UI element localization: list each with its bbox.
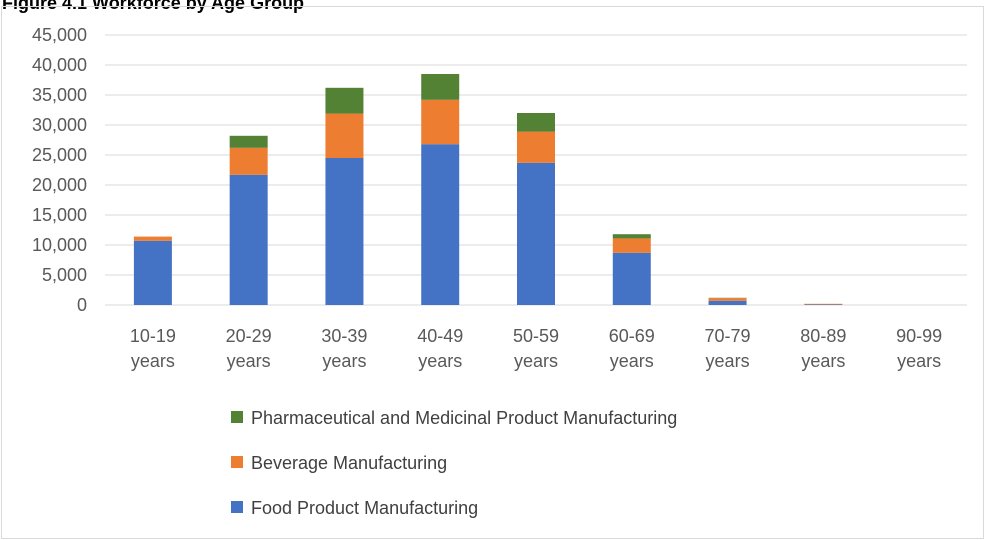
legend[interactable]: Pharmaceutical and Medicinal Product Man… (231, 408, 677, 518)
y-tick-label: 15,000 (32, 205, 87, 225)
bar-segment (708, 298, 747, 301)
y-tick-label: 10,000 (32, 235, 87, 255)
bar-segment (325, 158, 364, 305)
bar-segment (229, 174, 268, 305)
x-tick-label: 50-59 years (513, 326, 559, 371)
bar-segment (133, 240, 172, 305)
bar-segment (421, 144, 460, 305)
y-tick-label: 0 (77, 295, 87, 315)
bar-segment (421, 74, 460, 100)
bar-segment (804, 304, 843, 305)
x-tick-label: 30-39 years (321, 326, 367, 371)
legend-item[interactable]: Beverage Manufacturing (231, 453, 447, 473)
legend-swatch (231, 411, 243, 423)
x-tick-label: 60-69 years (609, 326, 655, 371)
bar-segment (612, 238, 651, 253)
bars (133, 74, 843, 305)
bar-segment (708, 300, 747, 305)
chart-frame (1, 6, 984, 539)
x-tick-label: 90-99 years (896, 326, 942, 371)
y-tick-label: 40,000 (32, 55, 87, 75)
bar-segment (229, 147, 268, 175)
legend-swatch (231, 456, 243, 468)
y-tick-label: 25,000 (32, 145, 87, 165)
legend-item[interactable]: Food Product Manufacturing (231, 498, 478, 518)
x-tick-label: 70-79 years (705, 326, 751, 371)
y-tick-label: 45,000 (32, 25, 87, 45)
bar-segment (612, 252, 651, 305)
y-tick-label: 5,000 (42, 265, 87, 285)
legend-swatch (231, 501, 243, 513)
y-tick-label: 30,000 (32, 115, 87, 135)
bar-segment (133, 236, 172, 241)
bar-segment (804, 303, 843, 305)
legend-label: Pharmaceutical and Medicinal Product Man… (251, 408, 677, 428)
y-axis-ticks: 0 5,000 10,000 15,000 20,000 25,000 30,000 35,0… (32, 25, 87, 315)
legend-label: Beverage Manufacturing (251, 453, 447, 473)
y-tick-label: 35,000 (32, 85, 87, 105)
bar-segment (517, 113, 555, 132)
x-axis-ticks: 10-19 years 20-29 years 30-39 years 40-49 years… (130, 326, 942, 371)
x-tick-label: 80-89 years (800, 326, 846, 371)
legend-item[interactable]: Pharmaceutical and Medicinal Product Man… (231, 408, 677, 428)
x-tick-label: 10-19 years (130, 326, 176, 371)
bar-segment (325, 113, 364, 158)
bar-segment (517, 162, 555, 305)
bar-segment (325, 87, 364, 114)
x-tick-label: 40-49 years (417, 326, 463, 371)
bar-segment (421, 99, 460, 145)
bar-segment (517, 131, 555, 163)
x-tick-label: 20-29 years (226, 326, 272, 371)
legend-label: Food Product Manufacturing (251, 498, 478, 518)
y-tick-label: 20,000 (32, 175, 87, 195)
bar-segment (229, 135, 268, 148)
bar-segment (612, 234, 651, 239)
